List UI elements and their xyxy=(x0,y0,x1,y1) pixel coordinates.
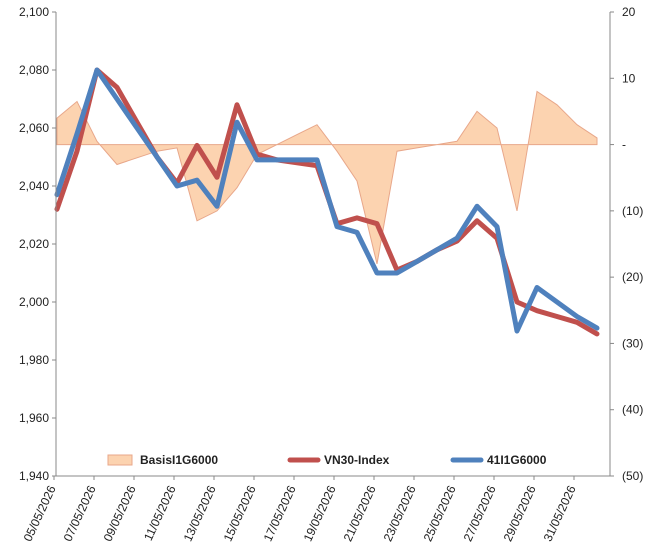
left-tick-label: 2,100 xyxy=(19,5,49,19)
right-y-axis: (50) (40) (30) (20) (10) - 10 20 xyxy=(610,5,643,483)
area-series-basis xyxy=(57,92,597,264)
x-tick-label: 29/05/2026 xyxy=(501,483,539,544)
legend-label: VN30-Index xyxy=(324,453,390,467)
legend-label: BasisI1G6000 xyxy=(140,453,218,467)
left-tick-label: 1,980 xyxy=(19,353,49,367)
legend: BasisI1G6000 VN30-Index 41I1G6000 xyxy=(108,453,547,467)
x-tick-label: 15/05/2026 xyxy=(221,483,259,544)
right-tick-label: (30) xyxy=(622,336,643,350)
x-tick-label: 19/05/2026 xyxy=(301,483,339,544)
x-tick-label: 13/05/2026 xyxy=(181,483,219,544)
left-tick-label: 2,080 xyxy=(19,63,49,77)
right-tick-label: (10) xyxy=(622,204,643,218)
x-tick-label: 11/05/2026 xyxy=(141,483,179,543)
x-tick-label: 27/05/2026 xyxy=(461,483,499,544)
left-tick-label: 2,020 xyxy=(19,237,49,251)
legend-label: 41I1G6000 xyxy=(487,453,547,467)
x-tick-label: 09/05/2026 xyxy=(101,483,139,544)
x-tick-label: 23/05/2026 xyxy=(381,483,419,544)
x-tick-label: 05/05/2026 xyxy=(21,483,59,544)
right-tick-label: 20 xyxy=(622,5,636,19)
left-tick-label: 1,940 xyxy=(19,469,49,483)
right-tick-label: 10 xyxy=(622,71,636,85)
left-y-axis: 1,940 1,960 1,980 2,000 2,020 2,040 2,060 2,080… xyxy=(19,5,56,483)
left-tick-label: 2,060 xyxy=(19,121,49,135)
x-tick-label: 31/05/2026 xyxy=(541,483,579,544)
left-tick-label: 2,040 xyxy=(19,179,49,193)
right-tick-label: (50) xyxy=(622,469,643,483)
legend-swatch-basis xyxy=(108,455,132,465)
x-tick-label: 25/05/2026 xyxy=(421,483,459,544)
right-tick-label: - xyxy=(622,138,626,152)
left-tick-label: 2,000 xyxy=(19,295,49,309)
plot-area xyxy=(57,70,597,334)
right-tick-label: (40) xyxy=(622,403,643,417)
x-tick-label: 07/05/2026 xyxy=(61,483,99,544)
right-tick-label: (20) xyxy=(622,270,643,284)
x-tick-label: 21/05/2026 xyxy=(341,483,379,544)
x-tick-label: 17/05/2026 xyxy=(261,483,299,544)
left-tick-label: 1,960 xyxy=(19,411,49,425)
